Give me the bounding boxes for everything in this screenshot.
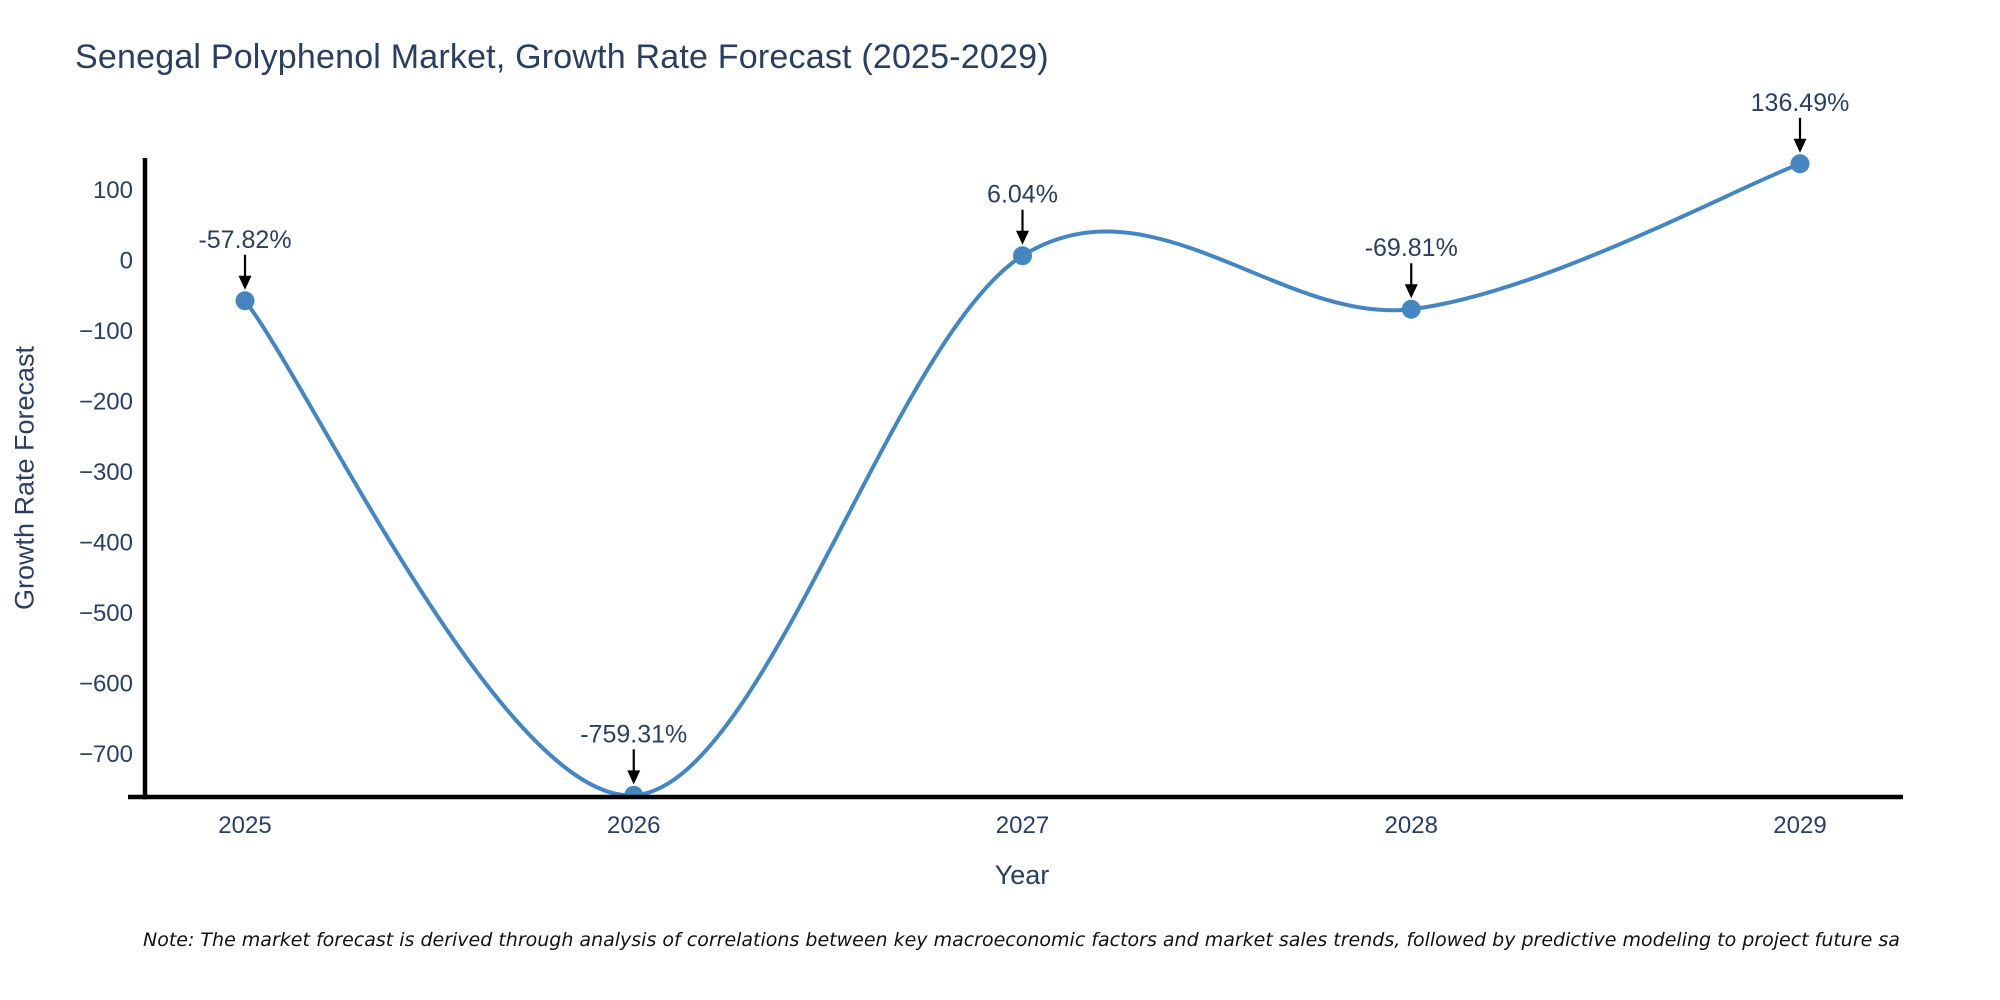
- x-tick-label: 2029: [1773, 812, 1826, 839]
- y-axis-title: Growth Rate Forecast: [9, 345, 40, 611]
- y-tick-label: −600: [79, 671, 133, 698]
- chart-title: Senegal Polyphenol Market, Growth Rate F…: [75, 38, 1049, 76]
- y-tick-label: −400: [79, 530, 133, 557]
- x-tick-label: 2027: [996, 812, 1049, 839]
- trace-group: [235, 154, 1810, 799]
- annotation-arrow-head: [1404, 284, 1418, 299]
- data-point-marker-2027[interactable]: [1013, 246, 1032, 266]
- x-tick-label: 2028: [1385, 812, 1438, 839]
- annotation-arrow-head: [627, 770, 641, 785]
- annotation-arrow-head: [1793, 138, 1807, 153]
- y-tick-label: −700: [79, 741, 133, 768]
- y-tick-label: −100: [79, 318, 133, 345]
- point-annotation: 136.49%: [1751, 89, 1850, 117]
- y-tick-label: −500: [79, 600, 133, 627]
- point-annotation: 6.04%: [987, 181, 1058, 209]
- point-annotation: -759.31%: [580, 720, 687, 748]
- y-tick-label: 0: [120, 248, 133, 275]
- forecast-line: [243, 161, 1802, 798]
- data-point-marker-2025[interactable]: [235, 291, 255, 311]
- point-annotation: -57.82%: [198, 226, 291, 254]
- y-tick-label: 100: [93, 177, 133, 204]
- annotation-arrow-head: [1016, 230, 1029, 245]
- x-tick-label: 2025: [218, 812, 271, 839]
- data-point-marker-2029[interactable]: [1790, 154, 1810, 174]
- y-tick-label: −200: [79, 389, 133, 416]
- x-axis-title: Year: [994, 860, 1050, 890]
- footnote: Note: The market forecast is derived thr…: [143, 929, 1900, 951]
- point-annotation: -69.81%: [1365, 234, 1458, 262]
- x-tick-label: 2026: [607, 812, 660, 839]
- data-point-marker-2028[interactable]: [1401, 299, 1421, 319]
- annotation-arrow-head: [238, 275, 252, 290]
- y-tick-label: −300: [79, 459, 133, 486]
